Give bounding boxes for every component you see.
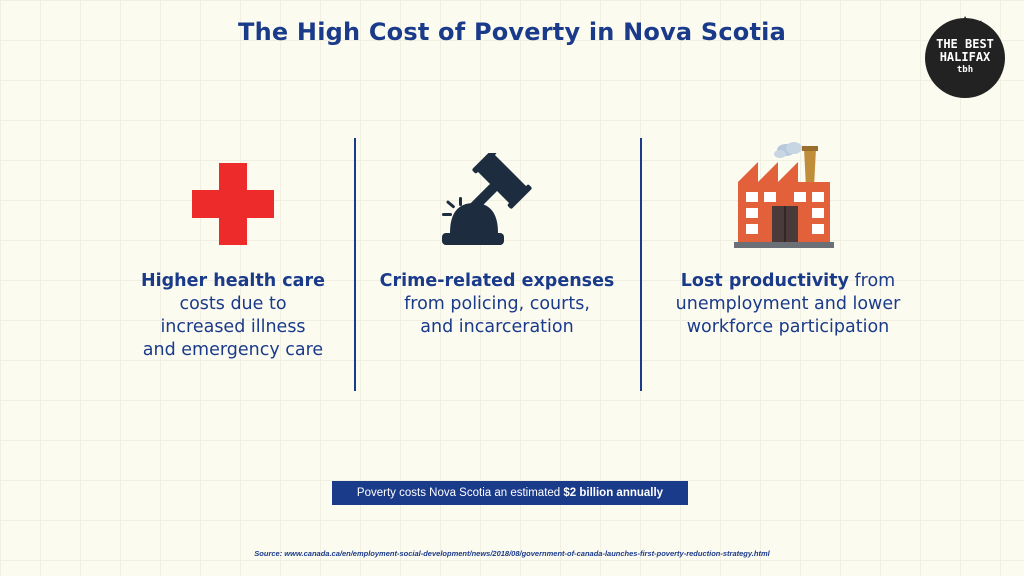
productivity-line-1: unemployment and lower — [675, 294, 901, 314]
logo-text: THE BEST HALIFAX tbh — [917, 38, 1013, 77]
factory-icon — [734, 142, 834, 248]
crime-line-2: and incarceration — [420, 317, 574, 337]
banner-highlight: $2 billion annually — [563, 487, 664, 499]
productivity-lead: Lost productivity — [680, 271, 849, 291]
crime-column: Crime-related expenses from policing, co… — [364, 270, 630, 339]
column-divider-right — [640, 138, 642, 391]
logo-line-1: THE BEST — [936, 37, 994, 51]
logo-line-2: HALIFAX — [939, 50, 991, 64]
column-divider-left — [354, 138, 356, 391]
source-citation: Source: www.canada.ca/en/employment-soci… — [254, 549, 770, 558]
productivity-lead-line: Lost productivity from — [648, 270, 928, 293]
cost-banner: Poverty costs Nova Scotia an estimated $… — [332, 481, 688, 505]
crime-lead: Crime-related expenses — [379, 271, 615, 291]
health-care-line-3: and emergency care — [142, 340, 324, 360]
logo-mark: tbh — [956, 65, 974, 75]
gavel-icon — [442, 153, 532, 245]
productivity-column: Lost productivity from unemployment and … — [648, 270, 928, 339]
health-care-column: Higher health care costs due to increase… — [100, 270, 366, 362]
red-cross-icon — [192, 163, 274, 245]
the-best-halifax-logo — [925, 15, 1005, 98]
banner-prefix: Poverty costs Nova Scotia an estimated — [356, 487, 564, 499]
page-title: The High Cost of Poverty in Nova Scotia — [238, 18, 786, 46]
crime-line-1: from policing, courts, — [404, 294, 590, 314]
health-care-lead: Higher health care — [141, 271, 325, 291]
productivity-lead-suffix: from — [848, 271, 896, 291]
health-care-line-1: costs due to — [179, 294, 287, 314]
productivity-line-2: workforce participation — [686, 317, 890, 337]
health-care-line-2: increased illness — [160, 317, 306, 337]
